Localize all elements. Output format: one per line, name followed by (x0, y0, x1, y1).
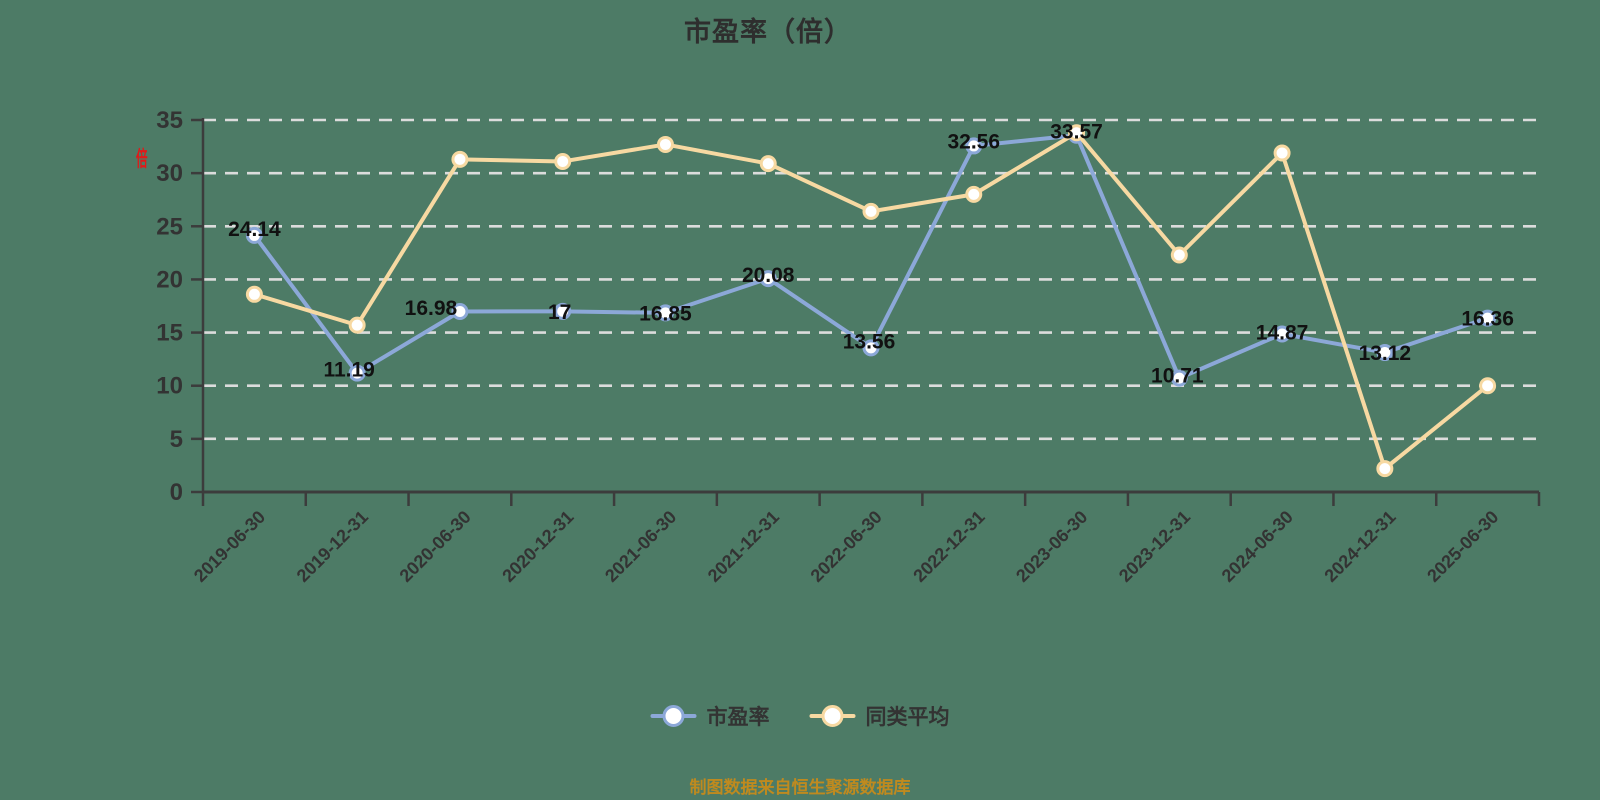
data-point-peer-average[interactable] (656, 135, 674, 153)
chart-title: 市盈率（倍） (684, 17, 852, 47)
data-point-peer-average[interactable] (965, 185, 983, 203)
data-label: 33.57 (1050, 121, 1103, 144)
data-point-peer-average[interactable] (348, 316, 366, 334)
y-tick-label: 5 (170, 426, 183, 453)
data-labels-pe-ratio: 24.14 11.19 16.98 17 16.85 20.08 13.56 32.56 33.… (228, 121, 1514, 388)
legend-marker-icon (809, 704, 856, 728)
data-label: 17 (548, 301, 571, 324)
data-point-peer-average[interactable] (1068, 124, 1086, 142)
series-peer-average (245, 124, 1497, 478)
chart-legend: 市盈率 同类平均 (650, 701, 950, 731)
data-label: 32.56 (947, 130, 1000, 153)
data-point-pe-ratio[interactable] (862, 339, 880, 357)
y-tick-label: 10 (156, 373, 183, 400)
data-label: 14.87 (1256, 321, 1309, 344)
x-tick-label: 2019-06-30 (190, 507, 269, 586)
x-tick-label: 2022-12-31 (909, 507, 988, 586)
x-tick-label: 2019-12-31 (293, 507, 372, 586)
x-tick-label: 2025-06-30 (1423, 507, 1502, 586)
x-tick-label: 2020-06-30 (396, 507, 475, 586)
y-tick-label: 25 (156, 213, 183, 240)
data-point-peer-average[interactable] (1376, 460, 1394, 478)
data-point-peer-average[interactable] (451, 150, 469, 168)
legend-label: 同类平均 (865, 706, 950, 729)
data-label: 24.14 (228, 218, 281, 241)
data-point-pe-ratio[interactable] (1170, 369, 1188, 387)
data-point-pe-ratio[interactable] (1376, 344, 1394, 362)
data-point-pe-ratio[interactable] (965, 137, 983, 155)
data-point-peer-average[interactable] (245, 285, 263, 303)
data-point-peer-average[interactable] (1170, 246, 1188, 264)
y-gridlines (203, 118, 1539, 441)
data-label: 16.36 (1461, 308, 1514, 331)
x-tick-label: 2021-06-30 (601, 507, 680, 586)
legend-label: 市盈率 (706, 706, 770, 729)
data-point-pe-ratio[interactable] (1273, 325, 1291, 343)
x-tick-label: 2023-06-30 (1012, 507, 1091, 586)
y-tick-label: 15 (156, 320, 183, 347)
y-tick-label: 0 (170, 479, 183, 506)
data-label: 11.19 (323, 359, 374, 382)
x-tick-label: 2020-12-31 (498, 507, 577, 586)
data-point-pe-ratio[interactable] (759, 270, 777, 288)
pe-ratio-line-chart: 0 5 10 15 20 25 30 35 倍 2019-06-30 2019-12-31 2020-… (136, 107, 1541, 586)
data-source-note: 制图数据来自恒生聚源数据库 (689, 778, 911, 797)
series-pe-ratio (245, 126, 1497, 387)
legend-marker-icon (650, 704, 697, 728)
data-point-pe-ratio[interactable] (451, 303, 469, 321)
x-tick-label: 2021-12-31 (704, 507, 783, 586)
legend-item-pe-ratio[interactable]: 市盈率 (650, 701, 770, 731)
x-tick-labels: 2019-06-30 2019-12-31 2020-06-30 2020-12-31… (190, 507, 1502, 586)
y-tick-label: 35 (156, 107, 183, 134)
data-label: 16.85 (639, 302, 692, 325)
data-label: 16.98 (405, 297, 458, 320)
data-label: 20.08 (742, 264, 795, 287)
data-point-pe-ratio[interactable] (656, 304, 674, 322)
data-point-pe-ratio[interactable] (554, 302, 572, 320)
y-tick-label: 20 (156, 266, 183, 293)
x-tick-label: 2024-12-31 (1320, 507, 1399, 586)
data-point-peer-average[interactable] (1273, 144, 1291, 162)
x-tick-label: 2022-06-30 (807, 507, 886, 586)
y-axis-unit-label: 倍 (136, 146, 148, 171)
data-point-pe-ratio[interactable] (1479, 309, 1497, 327)
y-tick-label: 30 (156, 160, 183, 187)
axes: 0 5 10 15 20 25 30 35 (156, 107, 1541, 506)
data-label: 13.12 (1359, 342, 1412, 365)
data-point-peer-average[interactable] (554, 152, 572, 170)
data-point-pe-ratio[interactable] (245, 226, 263, 244)
data-point-pe-ratio[interactable] (348, 364, 366, 382)
data-point-peer-average[interactable] (759, 155, 777, 173)
data-point-peer-average[interactable] (1479, 377, 1497, 395)
data-label: 13.56 (843, 330, 896, 353)
data-label: 10.71 (1151, 365, 1204, 388)
x-tick-label: 2024-06-30 (1218, 507, 1297, 586)
legend-item-peer-average[interactable]: 同类平均 (809, 701, 950, 731)
data-point-peer-average[interactable] (862, 202, 880, 220)
x-tick-label: 2023-12-31 (1115, 507, 1194, 586)
